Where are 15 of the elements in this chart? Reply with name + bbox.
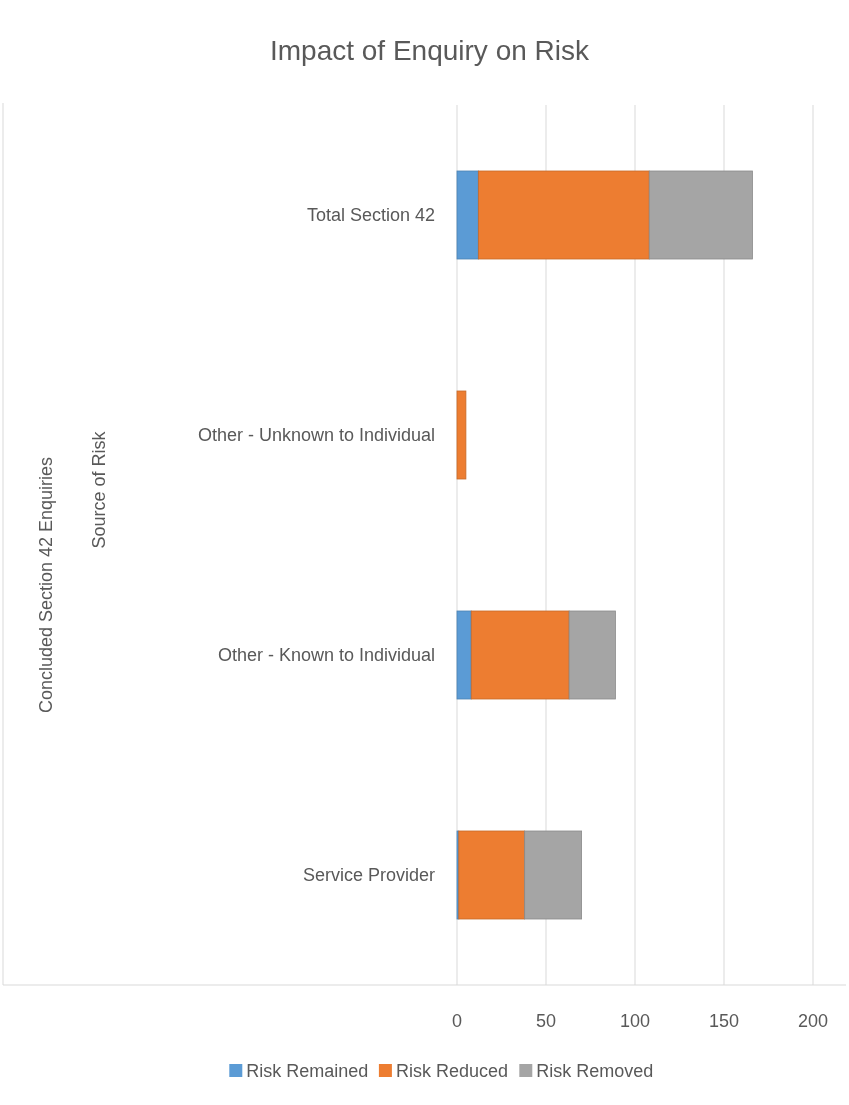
x-tick-label: 200 [797, 1011, 829, 1031]
x-tick-label: 150 [708, 1011, 740, 1031]
x-tick-label: 100 [619, 1011, 651, 1031]
y-tick-label: Other - Known to Individual [217, 645, 435, 665]
y-tick-label: Service Provider [302, 865, 436, 885]
x-tick-label: 0 [451, 1011, 463, 1031]
text: Concluded Section 42 Enquiries [36, 456, 56, 714]
chart-title: Impact of Enquiry on Risk [269, 35, 590, 66]
x-tick-label: 50 [535, 1011, 557, 1031]
y-tick-label: Total Section 42 [306, 205, 435, 225]
legend-label: Risk Reduced [395, 1061, 508, 1081]
y-tick-label: Other - Unknown to Individual [197, 425, 435, 445]
legend-label: Risk Removed [536, 1061, 654, 1081]
source-note: Source of Risk [89, 430, 109, 549]
legend-label: Risk Remained [246, 1061, 369, 1081]
